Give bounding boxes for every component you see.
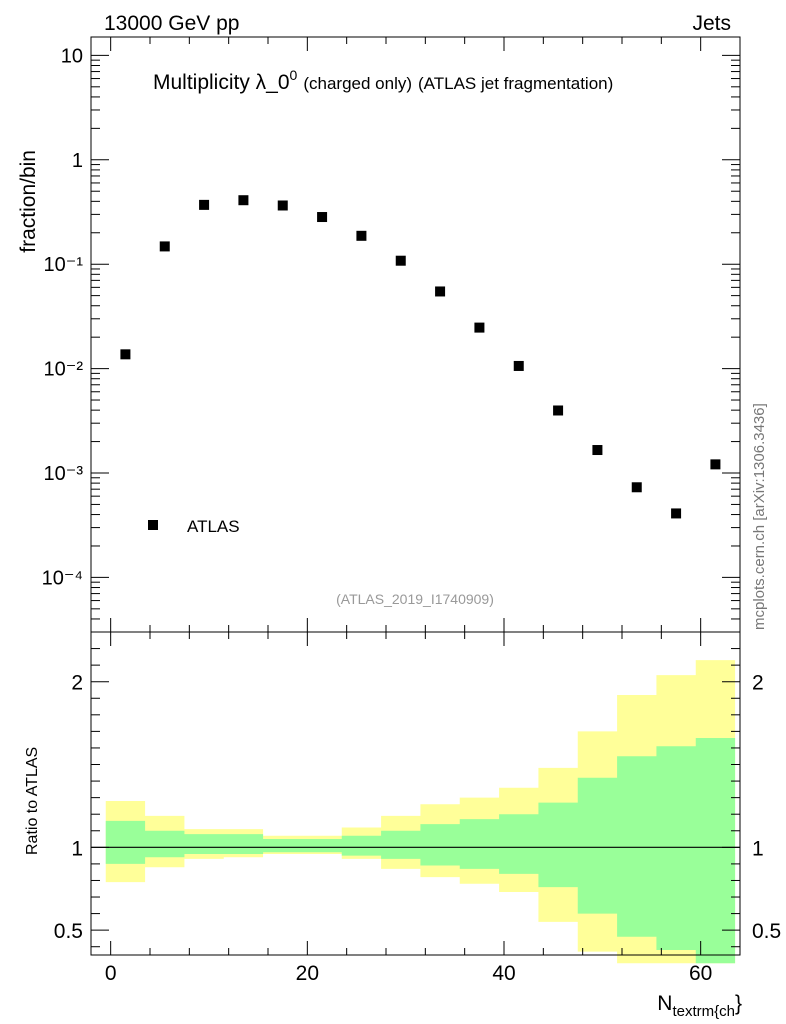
ratio-y-tick-label: 0.5 [54, 920, 83, 943]
ratio-y-tick-label-right: 2 [752, 672, 764, 695]
main-y-tick-label: 10⁻³ [44, 463, 84, 485]
data-point [435, 286, 446, 297]
main-y-tick-label: 1 [72, 150, 83, 172]
data-point [474, 322, 485, 333]
data-point [317, 212, 328, 223]
plot-title-main: Multiplicity λ_0 [153, 71, 290, 94]
x-tick-label: 40 [492, 962, 515, 985]
process-label: Jets [692, 12, 731, 35]
legend-marker [148, 520, 158, 530]
legend: ATLAS [148, 517, 240, 536]
main-y-tick-label: 10 [61, 45, 83, 67]
energy-label: 13000 GeV pp [104, 12, 239, 35]
ratio-y-tick-label: 2 [71, 672, 83, 695]
main-panel: 10 1 10⁻¹ 10⁻² 10⁻³ 10⁻⁴ fraction/bin Multipl… [17, 36, 741, 633]
ratio-plot-frame [90, 631, 741, 956]
data-point [631, 482, 642, 493]
ratio-x-ticks: 0 20 40 60 [105, 632, 741, 985]
x-axis-label-main: N [657, 992, 672, 1015]
analysis-label: (ATLAS_2019_I1740909) [336, 591, 494, 607]
main-y-tick-label: 10⁻⁴ [42, 567, 83, 589]
x-axis-label-subscript: textrm{ch [672, 1003, 735, 1020]
data-point [159, 241, 170, 252]
main-y-tick-label: 10⁻¹ [44, 254, 84, 276]
ratio-y-tick-label: 1 [71, 837, 83, 860]
ratio-plot-content [91, 660, 740, 964]
ratio-y-tick-label-right: 1 [752, 837, 764, 860]
main-plot-content [120, 195, 721, 519]
main-plot-frame [90, 36, 741, 633]
x-axis-label: Ntextrm{ch} [657, 992, 742, 1020]
watermark: mcplots.cern.ch [arXiv:1306.3436] [751, 403, 768, 630]
x-tick-label: 0 [105, 962, 117, 985]
main-y-tick-label: 10⁻² [44, 359, 84, 381]
main-y-axis-label: fraction/bin [17, 150, 40, 253]
ratio-y-axis-label: Ratio to ATLAS [24, 747, 41, 855]
data-point [553, 405, 564, 416]
data-point [710, 459, 721, 470]
data-point [120, 349, 131, 360]
data-point [199, 199, 210, 210]
main-y-ticks: 10 1 10⁻¹ 10⁻² 10⁻³ 10⁻⁴ [42, 45, 740, 633]
main-x-ticks [110, 37, 741, 632]
ratio-y-tick-label-right: 0.5 [752, 920, 781, 943]
plot-title: Multiplicity λ_00 (charged only) (ATLAS je… [153, 67, 613, 94]
plot-title-charged: (charged only) [303, 74, 412, 93]
data-point [277, 200, 288, 211]
data-point [513, 360, 524, 371]
plot-title-suffix: (ATLAS jet fragmentation) [418, 74, 613, 93]
x-axis-label-tail: } [735, 992, 742, 1015]
data-point [395, 255, 406, 266]
x-tick-label: 20 [296, 962, 319, 985]
legend-label: ATLAS [187, 517, 240, 536]
uncertainty-band-inner [105, 738, 736, 964]
x-tick-label: 60 [689, 962, 712, 985]
data-point [356, 230, 367, 241]
ratio-y-ticks: 0.5 0.5 1 1 2 2 [54, 648, 781, 948]
data-point [671, 508, 682, 519]
data-point [592, 445, 603, 456]
ratio-panel: 0.5 0.5 1 1 2 2 0 20 40 60 Ratio to ATLAS Ntextr… [24, 631, 781, 1020]
data-point [238, 195, 249, 206]
plot-title-superscript: 0 [290, 67, 298, 83]
